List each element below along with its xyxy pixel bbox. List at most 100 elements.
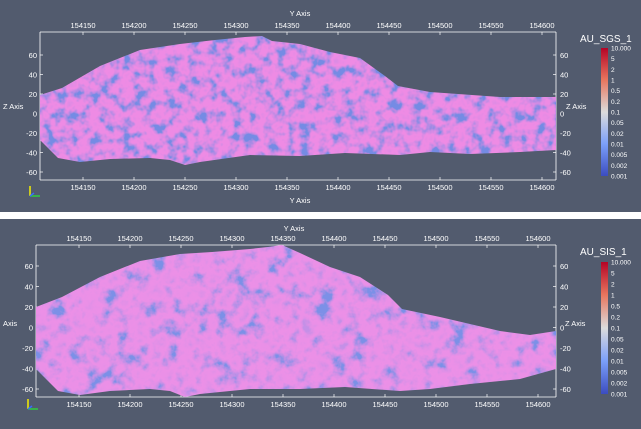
colorbar-label: 0.005 (611, 152, 628, 159)
z-tick-label: 0 (560, 110, 564, 119)
y-tick-label: 154150 (66, 234, 91, 243)
y-tick-label: 154500 (423, 400, 448, 409)
scalar-name-bottom: AU_SIS_1 (580, 247, 627, 258)
y-tick-labels-bottom-upper: 154150 154200 154250 154300 154350 154400 1544… (66, 234, 551, 248)
z-tick-label: 0 (33, 110, 37, 119)
z-axis-left: Z Axis 60 40 20 0 -20 -40 -60 (3, 32, 43, 180)
y-tick-label: 154350 (270, 234, 295, 243)
y-tick-label: 154400 (325, 21, 350, 30)
z-tick-label: 40 (560, 283, 568, 292)
y-tick-label: 154400 (321, 400, 346, 409)
y-tick-label: 154500 (427, 21, 452, 30)
y-tick-label: 154400 (321, 234, 346, 243)
z-tick-label: -40 (560, 149, 571, 158)
z-tick-label: 60 (560, 51, 568, 60)
y-tick-label: 154600 (525, 234, 550, 243)
colorbar-gradient-top (601, 48, 608, 176)
orientation-axes-icon (29, 186, 40, 197)
z-tick-label: 40 (560, 71, 568, 80)
y-tick-label: 154200 (121, 183, 146, 192)
colorbar-label: 0.05 (611, 120, 624, 127)
y-tick-label: 154300 (223, 183, 248, 192)
colorbar-label: 5 (611, 56, 615, 63)
z-tick-label: 60 (560, 262, 568, 271)
z-tick-label: 20 (560, 90, 568, 99)
z-tick-label: 20 (29, 90, 37, 99)
z-tick-label: -60 (560, 385, 571, 394)
z-tick-labels-right-bottom: 60 40 20 0 -20 -40 -60 (553, 262, 571, 394)
z-tick-label: -20 (22, 344, 33, 353)
z-tick-label: 0 (29, 324, 33, 333)
scene-top: Y Axis 154150 154200 154250 154300 154350 154… (3, 9, 632, 205)
y-tick-label: 154250 (172, 21, 197, 30)
z-tick-label: -60 (26, 168, 37, 177)
colorbar-label: 0.01 (611, 359, 624, 366)
y-tick-label: 154600 (529, 183, 554, 192)
colorbar-label: 0.1 (611, 110, 620, 117)
colorbar-gradient-bottom (601, 262, 608, 394)
colorbar-label: 2 (611, 67, 615, 74)
z-axis-title-right-bottom: Z Axis (565, 319, 586, 328)
colorbar-label: 0.1 (611, 326, 620, 333)
y-axis-bottom-edge: Y Axis 154150 154200 154250 154300 154350 154… (40, 177, 556, 205)
y-tick-label: 154500 (423, 234, 448, 243)
colorbar-label: 10.000 (611, 46, 631, 53)
y-tick-label: 154250 (168, 234, 193, 243)
colorbar-label: 0.002 (611, 163, 628, 170)
z-tick-label: -40 (26, 149, 37, 158)
z-tick-label: -60 (22, 385, 33, 394)
z-tick-label: -40 (22, 365, 33, 374)
z-tick-label: 60 (25, 262, 33, 271)
colorbar-labels-top: 10.000 5 2 1 0.5 0.2 0.1 0.05 0.02 0.01 0.005 0.002… (611, 46, 631, 181)
y-axis-bottom-lower: 154150 154200 154250 154300 154350 154400 1544… (36, 394, 556, 409)
y-tick-labels-top-upper: 154150 154200 154250 154300 154350 154400 1544… (70, 21, 555, 35)
orebody-volume-bottom[interactable] (30, 239, 570, 399)
y-tick-label: 154450 (376, 183, 401, 192)
y-tick-label: 154550 (478, 21, 503, 30)
colorbar-label: 0.2 (611, 315, 620, 322)
z-axis-title-right: Z Axis (566, 102, 587, 111)
y-tick-label: 154150 (66, 400, 91, 409)
orebody-volume-top[interactable] (30, 30, 570, 170)
colorbar-label: 0.001 (611, 174, 628, 181)
z-tick-label: -20 (560, 129, 571, 138)
orientation-axes-icon-bottom (27, 399, 38, 410)
colorbar-label: 2 (611, 282, 615, 289)
y-axis-title-top: Y Axis (290, 9, 311, 18)
y-tick-label: 154500 (427, 183, 452, 192)
z-axis-title-left-bottom: Axis (3, 319, 17, 328)
scalar-name-top: AU_SGS_1 (580, 34, 632, 45)
colorbar-label: 0.02 (611, 348, 624, 355)
colorbar-label: 0.05 (611, 337, 624, 344)
y-tick-labels-bottom-lower: 154150 154200 154250 154300 154350 154400 1544… (66, 394, 551, 409)
z-tick-label: 40 (25, 283, 33, 292)
z-axis-right-bottom: Z Axis 60 40 20 0 -20 -40 -60 (553, 245, 586, 397)
panel-divider (0, 212, 641, 219)
scene-bottom: Y Axis 154150 154200 154250 154300 154350 154… (3, 224, 631, 410)
y-tick-label: 154400 (325, 183, 350, 192)
y-tick-label: 154300 (223, 21, 248, 30)
z-axis-left-bottom: Axis 60 40 20 0 -20 -40 -60 (3, 245, 39, 397)
z-tick-label: -20 (26, 129, 37, 138)
render-view-top[interactable]: Y Axis 154150 154200 154250 154300 154350 154… (0, 0, 641, 212)
y-tick-label: 154150 (70, 21, 95, 30)
z-tick-label: -40 (560, 365, 571, 374)
y-axis-bottom: Y Axis 154150 154200 154250 154300 154350 154… (36, 224, 556, 248)
colorbar-bottom: AU_SIS_1 10.000 5 2 1 0.5 0.2 0.1 0.05 0.02 0.01 0… (580, 247, 631, 399)
y-tick-label: 154150 (70, 183, 95, 192)
y-tick-label: 154450 (376, 21, 401, 30)
colorbar-label: 1 (611, 293, 615, 300)
y-tick-label: 154250 (172, 183, 197, 192)
z-axis-right: Z Axis 60 40 20 0 -20 -40 -60 (553, 32, 587, 180)
y-tick-label: 154200 (117, 234, 142, 243)
colorbar-labels-bottom: 10.000 5 2 1 0.5 0.2 0.1 0.05 0.02 0.01 0.005 0.002… (611, 260, 631, 399)
y-axis-title-bottom: Y Axis (284, 224, 305, 233)
colorbar-label: 0.001 (611, 392, 628, 399)
y-tick-label: 154350 (270, 400, 295, 409)
colorbar-label: 1 (611, 78, 615, 85)
render-view-bottom[interactable]: Y Axis 154150 154200 154250 154300 154350 154… (0, 219, 641, 429)
z-tick-label: 20 (25, 303, 33, 312)
y-tick-label: 154250 (168, 400, 193, 409)
y-tick-label: 154350 (274, 183, 299, 192)
colorbar-top: AU_SGS_1 10.000 5 2 1 0.5 0.2 0.1 0.05 0.02 0.01 0… (580, 34, 632, 181)
